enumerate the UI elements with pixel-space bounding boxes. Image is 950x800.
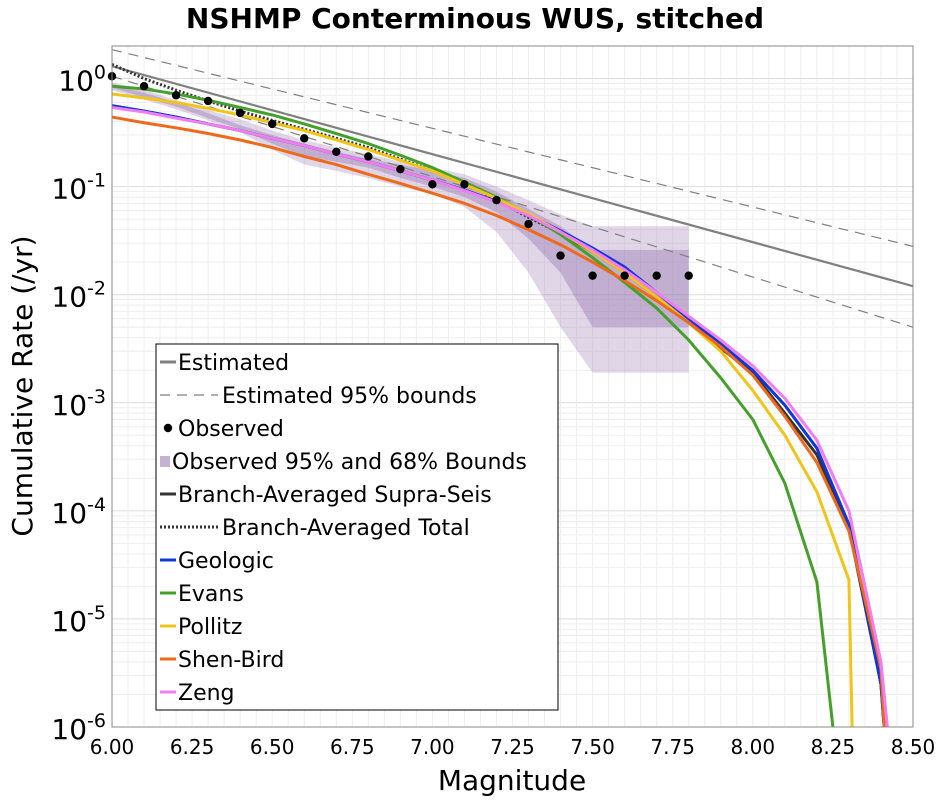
series-line-estimated	[111, 65, 914, 288]
legend-swatch	[163, 423, 173, 433]
observed-point	[396, 164, 405, 174]
legend-swatch	[160, 456, 170, 467]
plot-frame	[111, 45, 914, 728]
observed-point	[171, 91, 181, 100]
observed-point	[652, 271, 661, 280]
observed-point	[364, 152, 373, 161]
legend-label: Branch-Averaged Supra-Seis	[178, 483, 492, 508]
x-tick-label: 6.00	[90, 735, 135, 759]
plot-area	[107, 45, 914, 728]
x-tick-label: 8.25	[811, 735, 856, 759]
x-tick-labels: 6.00 6.25 6.50 6.75 7.00 7.25 7.50 7.75 8.00 8.25…	[90, 735, 936, 759]
x-tick-label: 7.25	[490, 735, 535, 759]
y-tick-label: 10-6	[51, 710, 106, 746]
series-line-estimated-lower-bound	[111, 75, 914, 328]
bounds-95-band	[112, 82, 689, 373]
y-tick-label: 10-5	[51, 602, 106, 638]
observed-point	[203, 96, 213, 106]
x-tick-label: 8.00	[731, 735, 776, 759]
observed-point	[524, 219, 533, 229]
observed-point	[492, 195, 501, 205]
y-tick-label: 100	[58, 62, 106, 98]
series-line-shen-bird	[111, 115, 886, 728]
observed-point	[556, 251, 565, 260]
observed-point	[235, 108, 245, 118]
legend-label: Zeng	[178, 681, 235, 706]
legend-label: Branch-Averaged Total	[222, 516, 470, 541]
chart-title: NSHMP Conterminous WUS, stitched	[186, 2, 764, 35]
observed-point	[332, 147, 341, 156]
legend-box	[155, 343, 559, 711]
y-tick-label: 10-3	[51, 386, 106, 422]
observed-point	[139, 81, 149, 91]
y-axis-label: Cumulative Rate (/yr)	[6, 235, 39, 536]
observed-point	[620, 271, 629, 280]
x-tick-label: 7.75	[650, 735, 695, 759]
y-tick-label: 10-4	[51, 494, 106, 530]
legend-label: Estimated 95% bounds	[222, 384, 477, 409]
series-line-zeng	[111, 105, 889, 728]
legend-label: Pollitz	[178, 615, 242, 640]
legend: Estimated Estimated 95% bounds Observed Obs…	[155, 343, 559, 711]
observed-point	[460, 180, 469, 189]
legend-label: Shen-Bird	[178, 648, 284, 673]
observed-point	[428, 180, 437, 189]
observed-point	[588, 271, 597, 280]
x-tick-label: 6.25	[170, 735, 215, 759]
x-tick-label: 6.50	[250, 735, 295, 759]
legend-label: Estimated	[178, 351, 289, 376]
legend-label: Evans	[178, 582, 244, 607]
legend-label: Geologic	[178, 549, 274, 574]
observed-point	[268, 119, 277, 129]
x-tick-label: 7.00	[410, 735, 455, 759]
y-tick-label: 10-2	[51, 278, 106, 314]
x-tick-label: 7.50	[570, 735, 615, 759]
legend-label: Observed 95% and 68% Bounds	[172, 450, 527, 475]
series-line-evans	[111, 84, 835, 728]
observed-point	[684, 271, 693, 280]
y-tick-label: 10-1	[51, 170, 106, 206]
x-axis-label: Magnitude	[438, 764, 586, 797]
y-tick-labels: 100 10-1 10-2 10-3 10-4 10-5 10-6	[51, 62, 106, 746]
series-line-estimated-95-bounds	[111, 49, 914, 247]
x-tick-label: 8.50	[891, 735, 936, 759]
observed-point	[300, 134, 309, 143]
legend-label: Observed	[178, 417, 284, 442]
bounds-68-band	[112, 84, 689, 328]
x-tick-label: 6.75	[330, 735, 375, 759]
